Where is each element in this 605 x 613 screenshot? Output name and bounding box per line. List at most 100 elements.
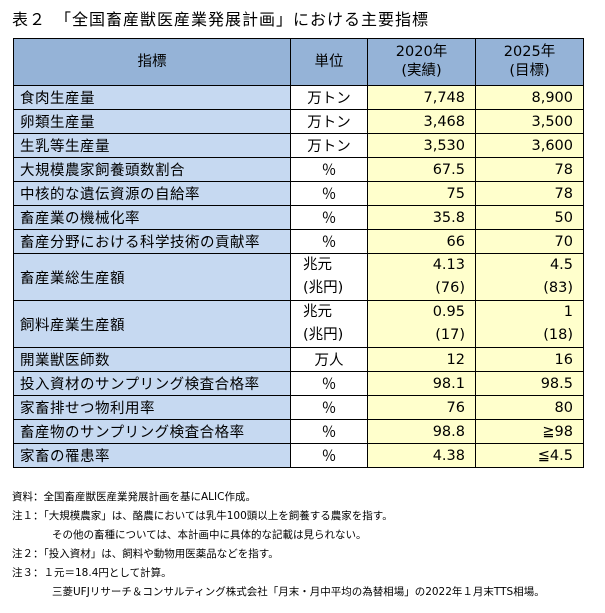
table-row: 畜産物のサンプリング検査合格率 ％ 98.8 ≧98	[13, 419, 584, 444]
row-value-2025: 70	[475, 229, 584, 254]
row-unit: 万トン	[290, 109, 368, 134]
row-label: 中核的な遺伝資源の自給率	[13, 181, 291, 206]
row-value-2025: 3,600	[475, 133, 584, 158]
row-value-2025-primary: 1	[563, 304, 573, 320]
note-3: 注３：１元＝18.4円として計算。	[12, 567, 172, 579]
header-2020-year: 2020年	[395, 44, 448, 61]
row-label: 開業獣医師数	[13, 347, 291, 372]
table-row: 食肉生産量 万トン 7,748 8,900	[13, 85, 584, 110]
row-label: 飼料産業生産額	[13, 300, 291, 348]
row-value-2020: 98.1	[367, 371, 476, 396]
row-label: 卵類生産量	[13, 109, 291, 134]
row-value-2025: 98.5	[475, 371, 584, 396]
row-value-2020-primary: 0.95	[432, 304, 465, 320]
row-value-2025: ≦4.5	[475, 443, 584, 468]
header-2020-note: (実績)	[401, 63, 442, 79]
row-value-2025: 16	[475, 347, 584, 372]
row-label: 畜産物のサンプリング検査合格率	[13, 419, 291, 444]
header-row: 指標 単位 2020年 (実績) 2025年 (目標)	[13, 38, 584, 86]
row-value-2025: 8,900	[475, 85, 584, 110]
note-1-continued: その他の畜種については、本計画中に具体的な記載は見られない。	[52, 529, 367, 541]
table-row: 投入資材のサンプリング検査合格率 ％ 98.1 98.5	[13, 371, 584, 396]
row-unit: ％	[290, 157, 368, 182]
table-row: 生乳等生産量 万トン 3,530 3,600	[13, 133, 584, 158]
row-value-2020: 3,530	[367, 133, 476, 158]
header-2025: 2025年 (目標)	[475, 38, 584, 86]
row-label: 投入資材のサンプリング検査合格率	[13, 371, 291, 396]
row-value-2025-secondary: (83)	[543, 280, 573, 296]
row-unit: ％	[290, 419, 368, 444]
row-unit: 兆元 (兆円)	[290, 253, 368, 301]
row-value-2025-secondary: (18)	[543, 327, 573, 343]
row-value-2025: 80	[475, 395, 584, 420]
row-unit-primary: 兆元	[303, 257, 332, 273]
row-unit: ％	[290, 181, 368, 206]
row-value-2025: 78	[475, 181, 584, 206]
note-1: 注１：「大規模農家」は、酪農においては乳牛100頭以上を飼養する農家を指す。	[12, 510, 393, 522]
row-value-2025-primary: 4.5	[549, 257, 573, 273]
row-value-2020: 67.5	[367, 157, 476, 182]
row-value-2025: 1 (18)	[475, 300, 584, 348]
table-row: 畜産業総生産額 兆元 (兆円) 4.13 (76) 4.5 (83)	[13, 253, 584, 301]
row-value-2020: 4.38	[367, 443, 476, 468]
row-value-2025: 78	[475, 157, 584, 182]
row-unit-primary: 兆元	[303, 304, 332, 320]
row-label: 生乳等生産量	[13, 133, 291, 158]
indicators-table: 指標 単位 2020年 (実績) 2025年 (目標) 食肉生産量 万トン 7,…	[13, 38, 584, 468]
row-value-2020: 66	[367, 229, 476, 254]
row-value-2020: 75	[367, 181, 476, 206]
header-unit: 単位	[290, 38, 368, 86]
table-notes: 資料：全国畜産獣医産業発展計画を基にALIC作成。 注１：「大規模農家」は、酪農…	[12, 488, 545, 602]
row-label: 家畜の罹患率	[13, 443, 291, 468]
row-label: 畜産業の機械化率	[13, 205, 291, 230]
row-value-2020: 3,468	[367, 109, 476, 134]
row-unit: ％	[290, 205, 368, 230]
row-unit: ％	[290, 443, 368, 468]
note-source: 資料：全国畜産獣医産業発展計画を基にALIC作成。	[12, 491, 256, 503]
row-value-2020-secondary: (17)	[435, 327, 465, 343]
header-2025-year: 2025年	[503, 44, 556, 61]
header-indicator: 指標	[13, 38, 291, 86]
header-2020: 2020年 (実績)	[367, 38, 476, 86]
table-row: 家畜の罹患率 ％ 4.38 ≦4.5	[13, 443, 584, 468]
row-label: 家畜排せつ物利用率	[13, 395, 291, 420]
table-row: 大規模農家飼養頭数割合 ％ 67.5 78	[13, 157, 584, 182]
row-value-2020: 7,748	[367, 85, 476, 110]
table-row: 中核的な遺伝資源の自給率 ％ 75 78	[13, 181, 584, 206]
row-label: 食肉生産量	[13, 85, 291, 110]
row-value-2025: ≧98	[475, 419, 584, 444]
row-value-2020: 76	[367, 395, 476, 420]
row-value-2025: 4.5 (83)	[475, 253, 584, 301]
row-value-2020: 0.95 (17)	[367, 300, 476, 348]
table-row: 飼料産業生産額 兆元 (兆円) 0.95 (17) 1 (18)	[13, 300, 584, 348]
row-unit-secondary: (兆円)	[303, 280, 344, 296]
table-row: 卵類生産量 万トン 3,468 3,500	[13, 109, 584, 134]
table-row: 開業獣医師数 万人 12 16	[13, 347, 584, 372]
row-label: 畜産業総生産額	[13, 253, 291, 301]
row-unit-secondary: (兆円)	[303, 327, 344, 343]
note-2: 注２：「投入資材」は、飼料や動物用医薬品などを指す。	[12, 548, 279, 560]
row-unit: ％	[290, 395, 368, 420]
row-unit: 万トン	[290, 133, 368, 158]
row-value-2025: 50	[475, 205, 584, 230]
row-value-2020: 98.8	[367, 419, 476, 444]
table-row: 畜産分野における科学技術の貢献率 ％ 66 70	[13, 229, 584, 254]
row-value-2025: 3,500	[475, 109, 584, 134]
row-value-2020: 4.13 (76)	[367, 253, 476, 301]
row-unit: 万人	[290, 347, 368, 372]
row-unit: 兆元 (兆円)	[290, 300, 368, 348]
table-row: 家畜排せつ物利用率 ％ 76 80	[13, 395, 584, 420]
note-3-continued: 三菱UFJリサーチ＆コンサルティング株式会社「月末・月中平均の為替相場」の202…	[52, 586, 545, 598]
row-label: 畜産分野における科学技術の貢献率	[13, 229, 291, 254]
header-2025-note: (目標)	[509, 63, 550, 79]
row-unit: 万トン	[290, 85, 368, 110]
row-label: 大規模農家飼養頭数割合	[13, 157, 291, 182]
row-value-2020-secondary: (76)	[435, 280, 465, 296]
table-title: 表２ 「全国畜産獣医産業発展計画」における主要指標	[12, 10, 430, 29]
table-row: 畜産業の機械化率 ％ 35.8 50	[13, 205, 584, 230]
row-value-2020: 12	[367, 347, 476, 372]
row-value-2020: 35.8	[367, 205, 476, 230]
row-unit: ％	[290, 229, 368, 254]
row-value-2020-primary: 4.13	[432, 257, 465, 273]
row-unit: ％	[290, 371, 368, 396]
